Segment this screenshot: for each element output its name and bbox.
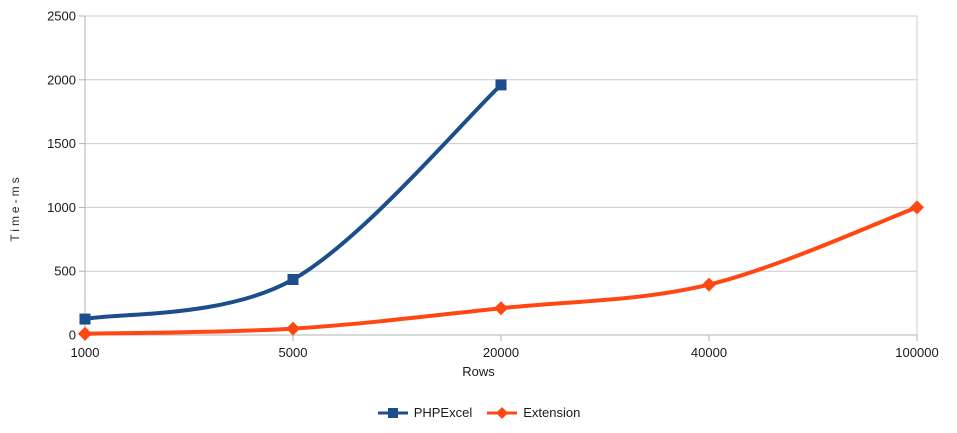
y-tick-label: 2000 bbox=[47, 72, 76, 87]
data-point-square-marker bbox=[495, 79, 507, 91]
x-tick-label: 1000 bbox=[71, 345, 100, 360]
y-tick-label: 1500 bbox=[47, 136, 76, 151]
y-tick-label: 2500 bbox=[47, 9, 76, 24]
data-point-diamond-marker bbox=[702, 277, 716, 292]
legend-item-extension: Extension bbox=[486, 405, 580, 420]
data-point-square-marker bbox=[79, 313, 91, 325]
data-point-diamond-marker bbox=[910, 200, 924, 215]
y-tick-label: 1000 bbox=[47, 200, 76, 215]
x-axis-title: Rows bbox=[462, 364, 495, 379]
line-square-marker-icon bbox=[377, 407, 408, 418]
data-point-square-marker bbox=[287, 273, 299, 285]
x-tick-label: 40000 bbox=[691, 345, 727, 360]
x-tick-label: 100000 bbox=[895, 345, 938, 360]
legend-label-extension: Extension bbox=[523, 405, 581, 420]
y-tick-label: 0 bbox=[69, 328, 76, 343]
legend: PHPExcel Extension bbox=[0, 405, 957, 420]
legend-item-phpexcel: PHPExcel bbox=[377, 405, 473, 420]
data-point-diamond-marker bbox=[494, 301, 508, 316]
x-tick-label: 5000 bbox=[279, 345, 308, 360]
y-axis-title: Time-ms bbox=[8, 174, 22, 242]
data-point-diamond-marker bbox=[78, 326, 92, 341]
data-point-diamond-marker bbox=[286, 321, 300, 336]
y-tick-label: 500 bbox=[54, 264, 76, 279]
legend-label-phpexcel: PHPExcel bbox=[413, 405, 473, 420]
line-diamond-marker-icon bbox=[487, 406, 518, 419]
x-tick-label: 20000 bbox=[483, 345, 519, 360]
